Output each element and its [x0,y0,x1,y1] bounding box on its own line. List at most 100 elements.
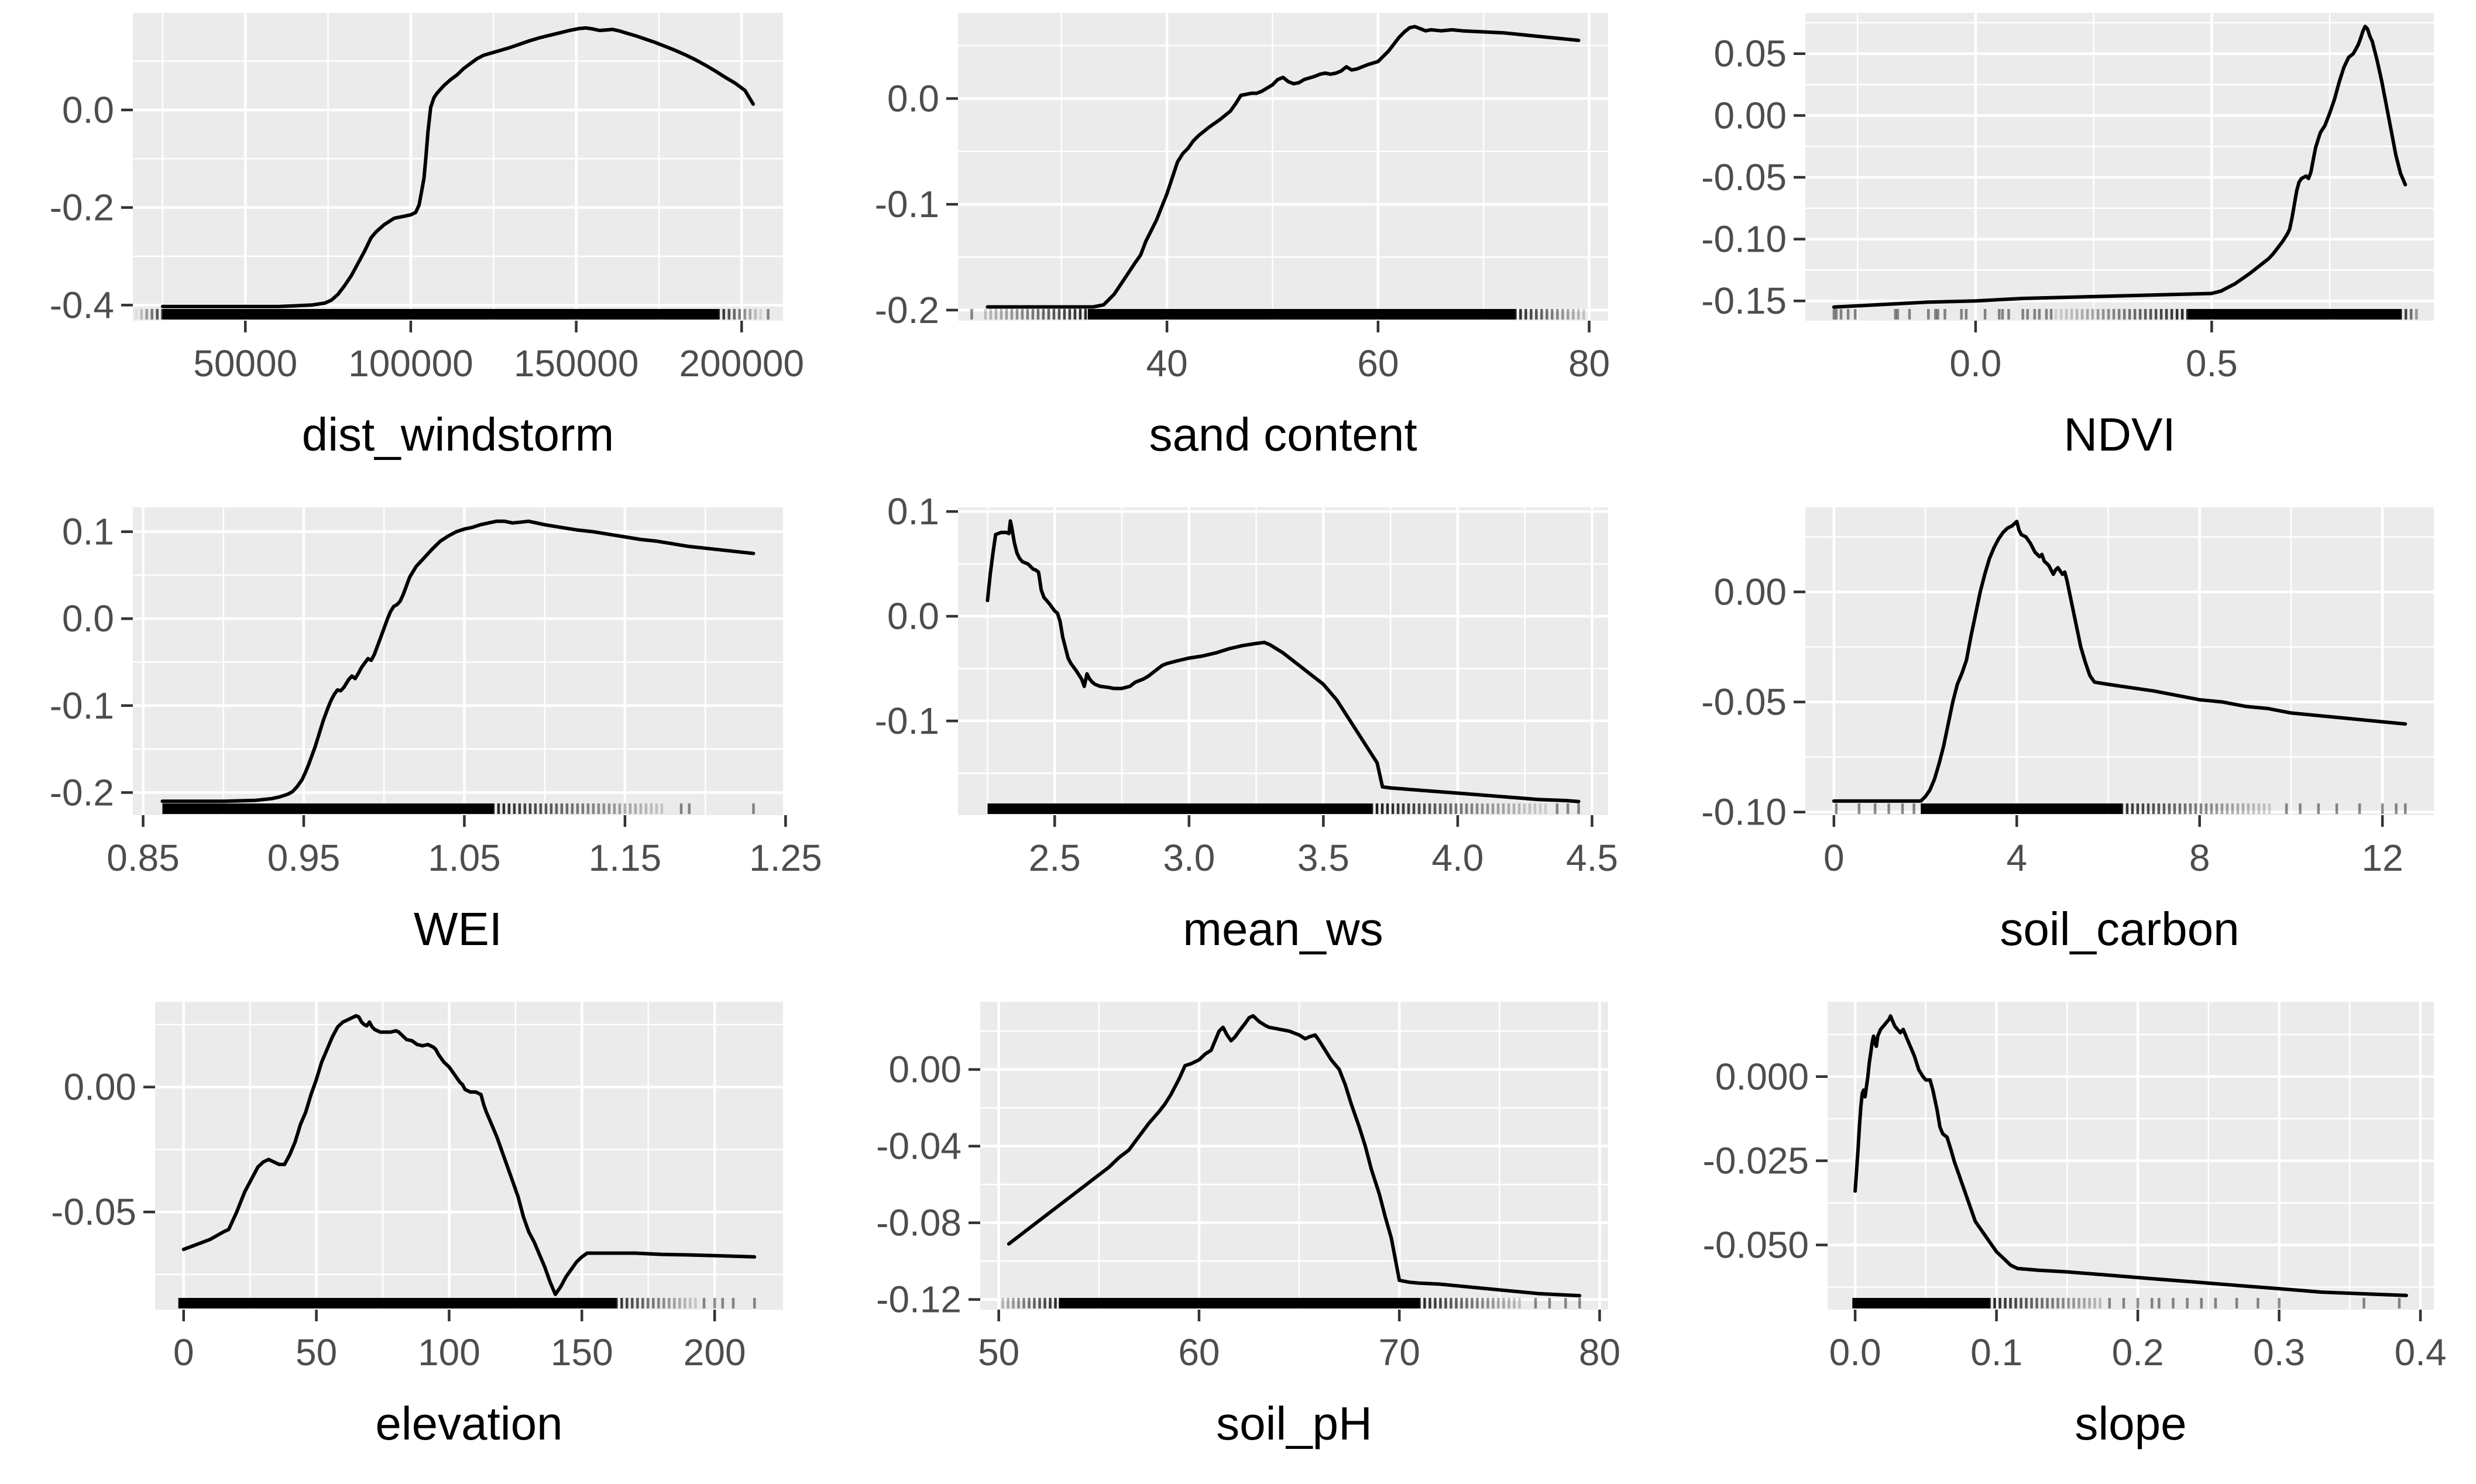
x-tick-label: 4 [2006,837,2027,879]
rug-tick [629,803,632,814]
y-tick-label: 0.000 [1715,1056,1809,1098]
rug-tick [2062,1298,2065,1308]
rug-tick [1518,1298,1521,1308]
rug-tick [1839,309,1843,320]
rug-tick [689,1298,692,1308]
rug-tick [2059,309,2063,320]
rug-tick [1028,1298,1031,1308]
rug-tick [2004,1298,2007,1308]
x-tick-label: 80 [1568,342,1610,384]
y-tick-label: -0.050 [1703,1224,1809,1266]
rug-tick [2257,803,2261,814]
panel-soil_carbon: 0 4 8 12 0.00 -0.05 -0.10 soil_carbon [1650,494,2476,989]
x-tick-label: 50000 [193,342,297,384]
rug-tick [2025,1298,2028,1308]
rug-tick [2107,309,2110,320]
rug-tick [1524,309,1527,320]
rug-tick [1491,803,1495,814]
rug-tick [1475,803,1479,814]
rug-tick [2049,309,2053,320]
rug-tick [2122,1298,2125,1308]
rug-tick [1960,309,1963,320]
rug-tick [639,803,643,814]
x-tick-label: 1.15 [589,837,662,879]
rug-tick [2112,309,2116,320]
rug-tick [2147,803,2150,814]
x-axis-title: soil_pH [1216,1397,1372,1449]
y-tick-label: 0.1 [887,494,939,533]
rug-marks [1001,1298,1581,1308]
x-tick-label: 0 [173,1331,194,1373]
rug-tick [2136,803,2140,814]
rug-tick [544,803,548,814]
rug-tick [2038,309,2041,320]
rug-tick [507,803,511,814]
rug-tick [1444,1298,1447,1308]
rug-tick [1036,309,1040,320]
rug-tick [2091,309,2094,320]
rug-tick [2220,803,2224,814]
rug-tick [1459,803,1463,814]
rug-tick [2299,803,2302,814]
panel-background [1828,1002,2434,1310]
y-tick-label: 0.00 [888,1049,961,1091]
x-axis-title: mean_ws [1183,903,1383,955]
mean_ws-plot: 2.5 3.0 3.5 4.0 4.5 0.1 0.0 -0.1 mean_ws [875,494,1618,955]
y-tick-label: -0.1 [875,700,939,742]
rug-tick [2083,1298,2086,1308]
x-axis-title: soil_carbon [2000,903,2239,955]
rug-tick [678,1298,681,1308]
rug-tick [679,803,683,814]
rug-tick [2001,309,2004,320]
rug-tick [1512,803,1516,814]
rug-tick [636,1298,639,1308]
x-tick-label: 60 [1178,1331,1220,1373]
rug-tick [2381,803,2384,814]
rug-tick [2200,1298,2203,1308]
rug-tick [2075,309,2079,320]
rug-tick [2021,309,2024,320]
rug-tick [1438,803,1442,814]
rug-tick [1539,803,1542,814]
rug-tick [2056,1298,2059,1308]
rug-tick [1582,309,1585,320]
rug-tick [1031,309,1035,320]
rug-tick [1983,309,1987,320]
rug-tick [571,803,574,814]
rug-tick [150,309,153,320]
rug-tick [652,1298,655,1308]
rug-tick [618,803,621,814]
pdp-curve [1832,520,2408,803]
rug-tick [2070,309,2073,320]
rug-tick [1396,803,1400,814]
rug-tick [722,309,726,320]
x-axis-title: slope [2075,1397,2186,1449]
rug-tick [1965,309,1968,320]
rug-tick [2080,309,2084,320]
x-tick-label: 3.5 [1297,837,1349,879]
pdp-curve [160,26,755,308]
rug-tick [1391,803,1395,814]
rug-tick [620,1298,623,1308]
rug-tick [565,803,569,814]
rug-tick [2054,309,2058,320]
x-tick-label: 100000 [348,342,473,384]
rug-tick [1497,1298,1500,1308]
rug-tick [145,309,148,320]
rug-tick [1423,803,1426,814]
y-tick-label: 0.05 [1713,33,1787,75]
rug-tick [1502,1298,1505,1308]
rug-tick [727,309,731,320]
rug-tick [2215,803,2219,814]
rug-tick [597,803,600,814]
y-tick-label: 0.0 [62,597,114,640]
rug-tick [2035,1298,2038,1308]
x-tick-label: 8 [2189,837,2210,879]
rug-tick [1454,803,1458,814]
rug-tick [2189,803,2192,814]
rug-tick [2030,1298,2033,1308]
rug-tick [641,1298,644,1308]
rug-tick [752,803,755,814]
rug-tick [2210,803,2213,814]
